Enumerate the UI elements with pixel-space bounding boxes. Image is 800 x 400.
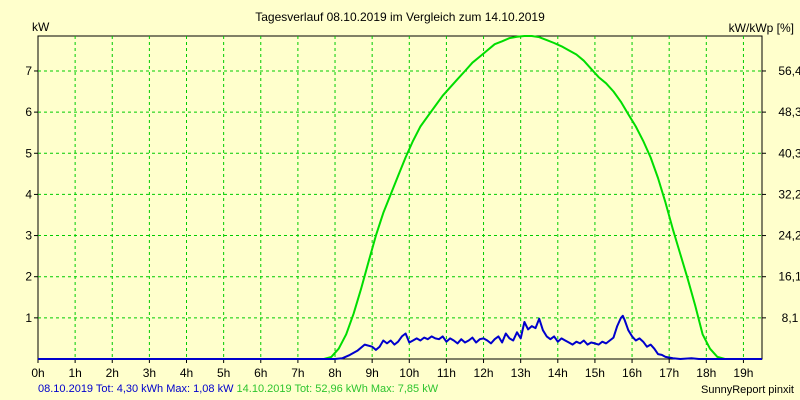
series-line-14-10-2019: [38, 35, 762, 360]
x-tick-label-18: 18h: [696, 366, 716, 380]
x-tick-label-10: 10h: [399, 366, 419, 380]
y-tick-label-left-5: 6: [25, 105, 32, 119]
y-tick-label-left-4: 5: [25, 146, 32, 160]
x-tick-label-4: 4h: [180, 366, 193, 380]
y-tick-label-right-4: 40,3: [778, 146, 800, 160]
y-tick-label-right-3: 32,2: [778, 187, 800, 201]
y-tick-label-left-6: 7: [25, 64, 32, 78]
y-axis-label-right: kW/kWp [%]: [728, 21, 794, 35]
x-tick-label-1: 1h: [68, 366, 81, 380]
x-tick-label-16: 16h: [622, 366, 642, 380]
x-tick-label-3: 3h: [143, 366, 156, 380]
x-tick-label-6: 6h: [254, 366, 267, 380]
x-tick-label-17: 17h: [659, 366, 679, 380]
x-tick-label-19: 19h: [733, 366, 753, 380]
x-tick-label-8: 8h: [328, 366, 341, 380]
y-tick-label-right-1: 16,1: [778, 270, 800, 284]
chart-credit: SunnyReport pinxit: [701, 384, 794, 396]
x-tick-label-11: 11h: [437, 366, 456, 380]
x-tick-label-0: 0h: [31, 366, 44, 380]
series-line-08-10-2019: [38, 314, 762, 360]
y-tick-label-left-0: 1: [25, 311, 32, 325]
x-tick-label-13: 13h: [511, 366, 531, 380]
x-tick-label-12: 12h: [474, 366, 494, 380]
x-tick-label-2: 2h: [106, 366, 119, 380]
y-tick-label-left-3: 4: [25, 187, 32, 201]
plot-area: [37, 35, 763, 360]
y-tick-label-left-2: 3: [25, 229, 32, 243]
y-tick-label-right-5: 48,3: [778, 105, 800, 119]
y-tick-label-right-2: 24,2: [778, 229, 800, 243]
y-tick-label-right-6: 56,4: [778, 64, 800, 78]
footer-series-green-summary: 14.10.2019 Tot: 52,96 kWh Max: 7,85 kW: [236, 383, 439, 395]
y-axis-label-left: kW: [32, 20, 50, 34]
x-tick-label-7: 7h: [291, 366, 304, 380]
chart-title: Tagesverlauf 08.10.2019 im Vergleich zum…: [255, 10, 545, 24]
x-tick-label-9: 9h: [365, 366, 378, 380]
y-tick-label-left-1: 2: [25, 270, 32, 284]
x-tick-label-15: 15h: [585, 366, 605, 380]
x-tick-label-14: 14h: [548, 366, 568, 380]
chart-footer: 08.10.2019 Tot: 4,30 kWh Max: 1,08 kW 14…: [38, 383, 438, 395]
x-tick-label-5: 5h: [217, 366, 230, 380]
footer-series-blue-summary: 08.10.2019 Tot: 4,30 kWh Max: 1,08 kW: [38, 383, 234, 395]
y-tick-label-right-0: 8,1: [782, 311, 799, 325]
